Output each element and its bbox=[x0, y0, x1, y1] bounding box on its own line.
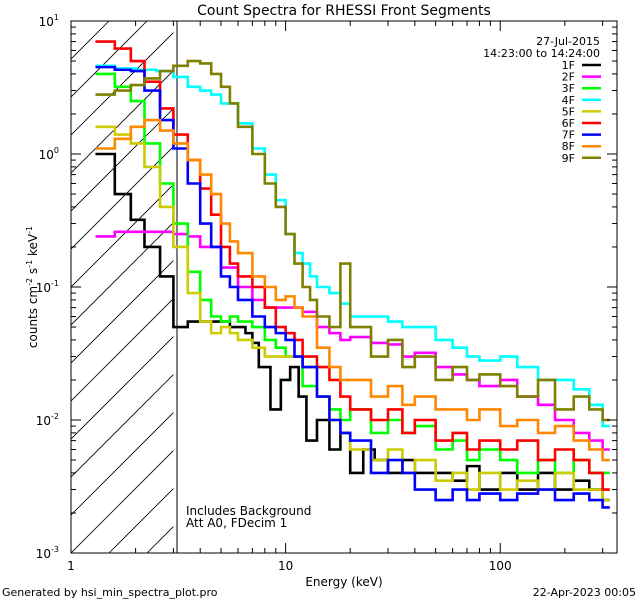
series-8F bbox=[95, 118, 610, 462]
series-6F bbox=[95, 40, 610, 491]
legend-label-7F: 7F bbox=[562, 129, 575, 142]
series-1F bbox=[95, 152, 610, 502]
y-tick-label: 10-1 bbox=[36, 279, 59, 295]
footer-timestamp: 22-Apr-2023 00:05 bbox=[533, 586, 636, 599]
excluded-energy-hatch bbox=[71, 21, 174, 553]
annotation-attenuator: Att A0, FDecim 1 bbox=[186, 516, 287, 530]
footer-generator: Generated by hsi_min_spectra_plot.pro bbox=[2, 586, 218, 599]
x-tick-label: 100 bbox=[489, 559, 512, 573]
y-tick-label: 10-3 bbox=[36, 545, 59, 561]
x-axis-label: Energy (keV) bbox=[305, 575, 382, 589]
x-tick-label: 1 bbox=[67, 559, 75, 573]
legend-label-5F: 5F bbox=[562, 105, 575, 118]
series-layer bbox=[95, 40, 610, 509]
series-2F bbox=[95, 230, 610, 451]
annotation-background: Includes Background bbox=[186, 504, 311, 518]
hatch-lines bbox=[71, 21, 174, 553]
legend-label-6F: 6F bbox=[562, 117, 575, 130]
date-label: 27-Jul-2015 bbox=[536, 35, 600, 48]
legend-label-8F: 8F bbox=[562, 140, 575, 153]
legend-label-2F: 2F bbox=[562, 71, 575, 84]
x-tick-label: 10 bbox=[278, 559, 293, 573]
series-4F bbox=[95, 64, 610, 428]
y-tick-label: 101 bbox=[39, 13, 59, 29]
legend-label-1F: 1F bbox=[562, 59, 575, 72]
y-axis-label: counts cm-2 s-1 keV-1 bbox=[25, 226, 40, 348]
legend-label-3F: 3F bbox=[562, 82, 575, 95]
y-tick-label: 100 bbox=[39, 146, 59, 162]
series-9F bbox=[95, 59, 610, 422]
y-tick-label: 10-2 bbox=[36, 412, 59, 428]
series-7F bbox=[95, 65, 610, 509]
axes: 1 10 100 101 100 10-1 10-2 10-3 bbox=[36, 13, 617, 573]
legend-label-9F: 9F bbox=[562, 152, 575, 165]
chart-title: Count Spectra for RHESSI Front Segments bbox=[197, 3, 491, 19]
time-range-label: 14:23:00 to 14:24:00 bbox=[483, 47, 600, 60]
legend-label-4F: 4F bbox=[562, 94, 575, 107]
